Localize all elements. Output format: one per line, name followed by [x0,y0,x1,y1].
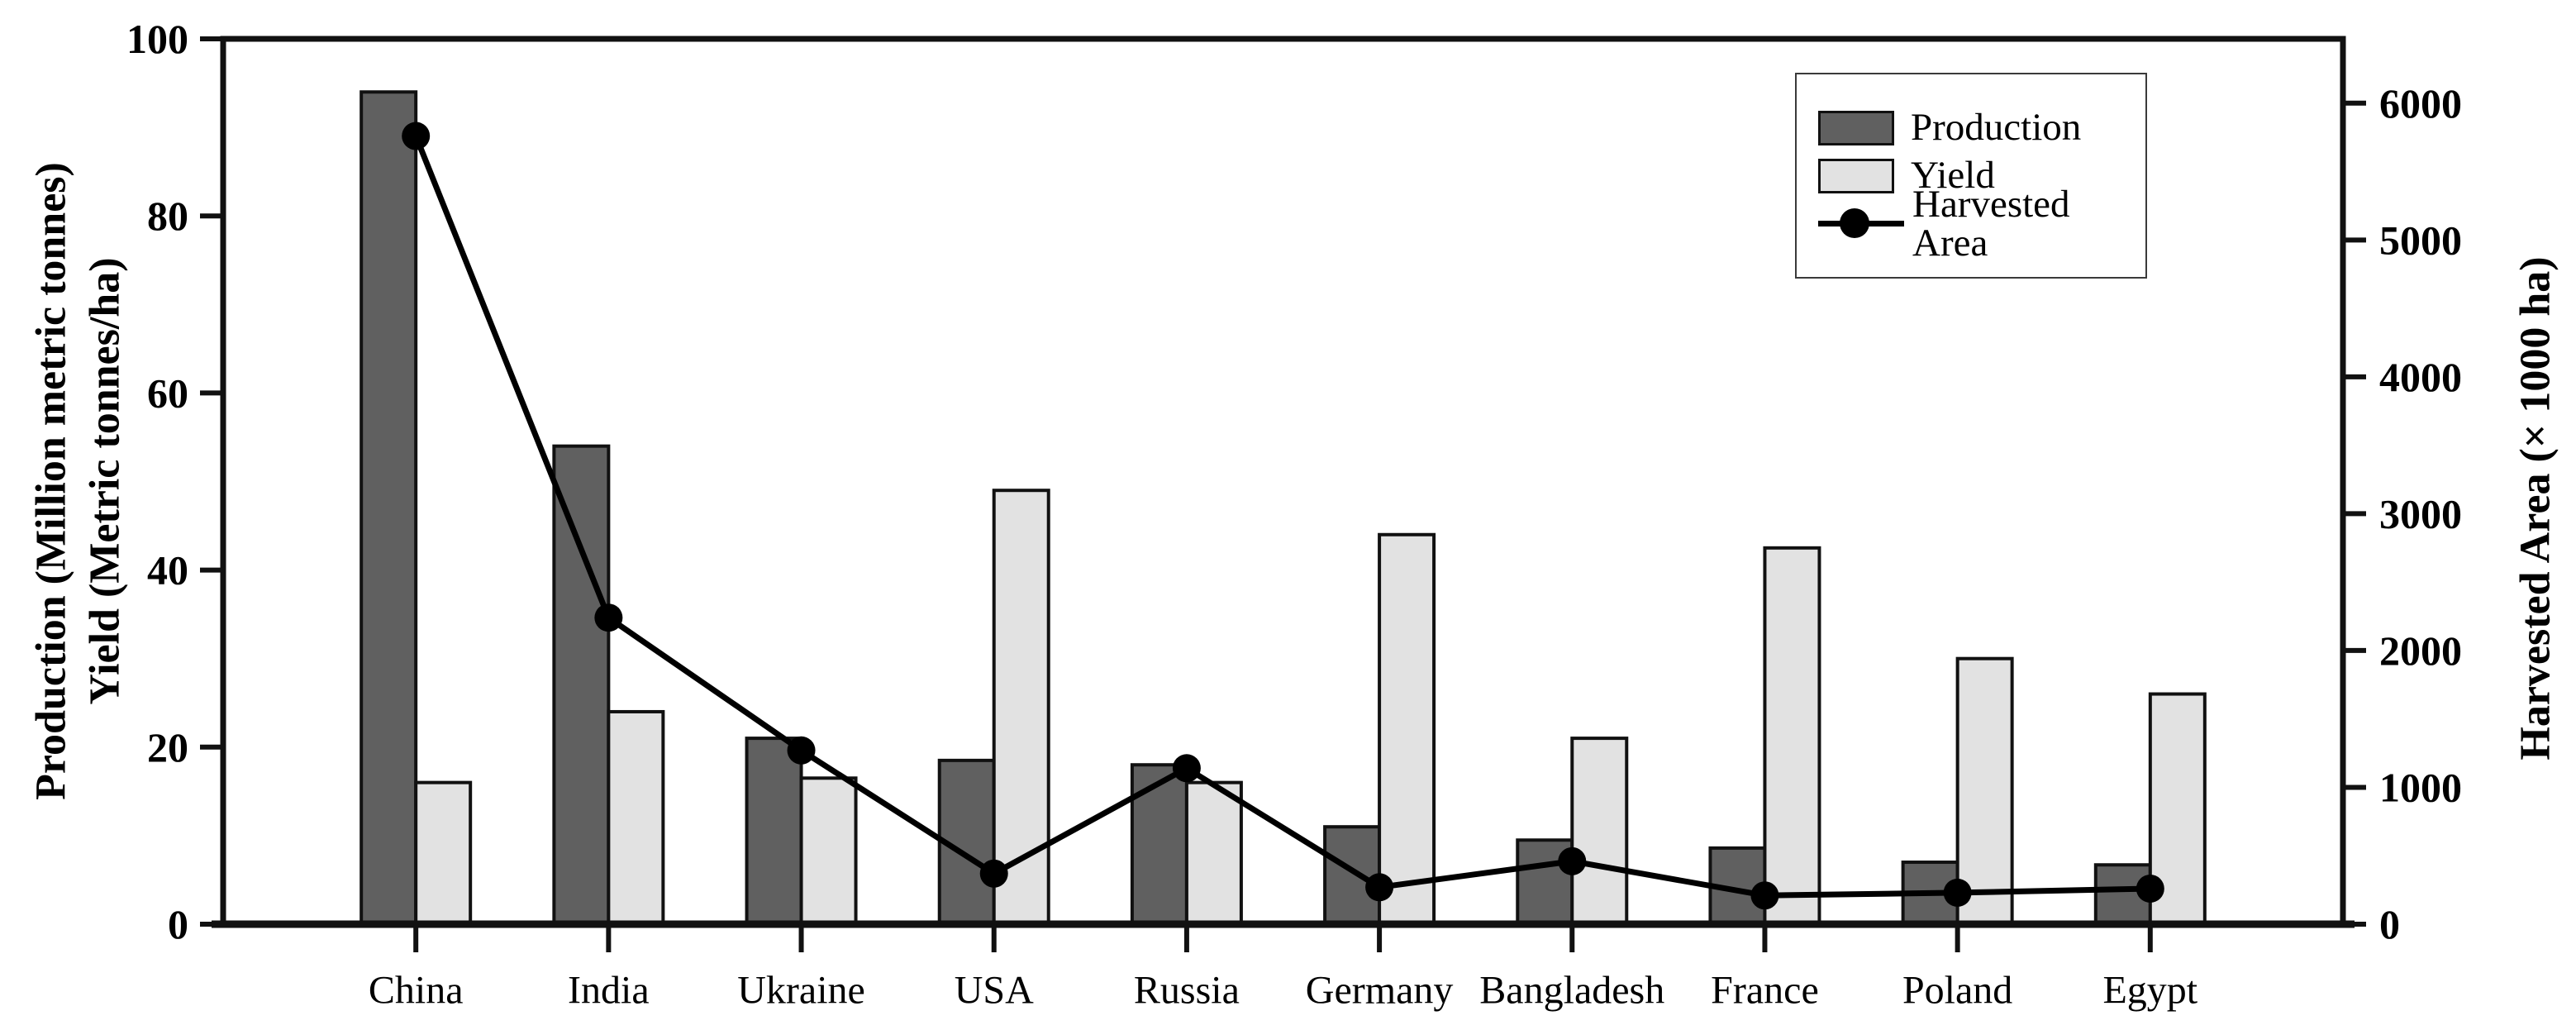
harvested-area-marker-egypt [2136,874,2164,903]
production-swatch-icon [1818,110,1894,145]
harvested-area-marker-ukraine [787,736,816,765]
yield-bar-bangladesh [1570,737,1629,927]
harvested-area-marker-india [594,603,623,632]
left-axis-title-yield: Yield (Metric tonnes/ha) [81,257,129,705]
legend-label-yield: Yield [1911,154,1995,197]
left-axis-tick-label: 40 [147,547,188,594]
harvested-area-line [412,135,2150,899]
production-bar-ukraine [745,737,803,927]
left-axis-tick-label: 100 [126,16,188,62]
right-axis-title: Harvested Area (× 1000 ha) [2512,256,2559,761]
left-axis-tick-label: 20 [147,724,188,770]
harvested-area-marker-russia [1172,754,1201,783]
right-axis-tick-label: 2000 [2379,627,2462,674]
right-axis-tick-label: 4000 [2379,354,2462,400]
harvested-area-marker-germany [1365,873,1394,902]
yield-bar-india [607,709,665,927]
yield-bar-germany [1378,532,1436,926]
yield-bar-russia [1184,780,1243,927]
legend: Production Yield Harvested Area [1795,73,2147,279]
harvested-area-marker-poland [1943,878,1972,907]
left-axis-tick-label: 80 [147,193,188,239]
production-bar-russia [1130,763,1188,926]
x-axis-label-germany: Germany [1306,969,1454,1013]
production-bar-germany [1323,825,1382,926]
yield-bar-ukraine [799,776,858,926]
x-axis-label-poland: Poland [1902,969,2012,1013]
x-axis-label-egypt: Egypt [2102,969,2197,1013]
legend-item-production: Production [1818,107,2145,150]
harvested-area-line-swatch-icon [1818,208,1904,238]
harvested-area-marker-china [402,122,431,150]
legend-item-yield: Yield [1818,155,2145,198]
left-axis-title-production: Production (Million metric tonnes) [27,162,75,800]
legend-label-harvested-area: Harvested Area [1912,182,2070,265]
production-bar-india [552,444,611,926]
yield-swatch-icon [1818,158,1894,193]
harvested-area-marker-usa [979,859,1008,888]
x-axis-label-india: India [568,969,650,1013]
production-bar-china [359,90,418,926]
legend-label-production: Production [1911,106,2082,149]
x-axis-label-france: France [1711,969,1819,1013]
x-axis-label-china: China [369,969,464,1013]
x-axis-label-bangladesh: Bangladesh [1479,969,1664,1013]
harvested-area-marker-icon [1840,208,1869,238]
yield-bar-france [1763,546,1821,926]
right-axis-tick-label: 0 [2379,901,2400,947]
harvested-area-marker-bangladesh [1558,846,1587,875]
x-axis-label-ukraine: Ukraine [737,969,865,1013]
left-axis-tick-label: 0 [168,901,188,947]
left-axis-tick-label: 60 [147,370,188,416]
right-axis-tick-label: 5000 [2379,217,2462,263]
x-axis-label-russia: Russia [1134,969,1240,1013]
x-axis-label-usa: USA [955,969,1034,1013]
legend-item-harvested-area: Harvested Area [1818,184,2145,262]
harvested-area-marker-france [1750,881,1779,910]
yield-bar-china [414,780,473,927]
right-axis-tick-label: 6000 [2379,80,2462,126]
right-axis-tick-label: 3000 [2379,490,2462,536]
right-axis-tick-label: 1000 [2379,764,2462,810]
